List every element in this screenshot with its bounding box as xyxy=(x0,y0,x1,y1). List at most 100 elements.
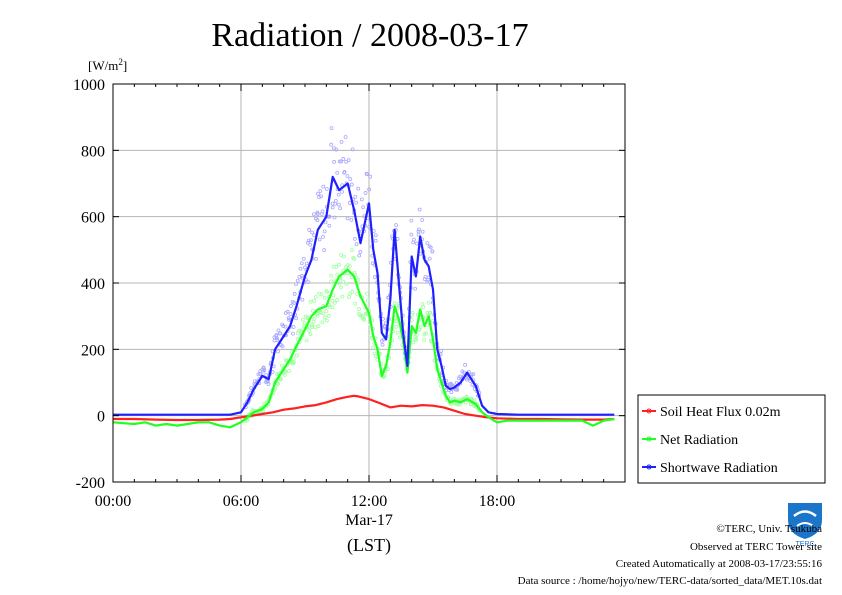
terc-logo-text: TERC xyxy=(795,541,814,548)
scatter-point xyxy=(288,312,293,316)
scatter-point xyxy=(266,382,271,386)
scatter-point xyxy=(469,372,474,377)
scatter-point xyxy=(287,368,291,373)
scatter-point xyxy=(321,311,325,316)
scatter-point xyxy=(310,323,314,328)
scatter-point xyxy=(358,250,363,254)
scatter-point xyxy=(337,281,342,286)
scatter-point xyxy=(345,174,350,178)
scatter-point xyxy=(258,371,263,376)
scatter-point xyxy=(414,241,419,246)
scatter-point xyxy=(347,264,352,269)
scatter-point xyxy=(274,334,279,339)
scatter-point xyxy=(329,126,334,131)
scatter-point xyxy=(349,182,354,187)
scatter-point xyxy=(368,333,373,338)
scatter-point xyxy=(277,331,282,336)
scatter-point xyxy=(292,360,296,365)
scatter-point xyxy=(427,311,432,316)
scatter-point xyxy=(301,256,306,261)
scatter-point xyxy=(329,142,334,147)
scatter-point xyxy=(330,298,335,303)
scatter-point xyxy=(361,205,366,210)
y-tick-label: 1000 xyxy=(73,77,105,94)
scatter-point xyxy=(306,280,311,285)
scatter-point xyxy=(362,317,367,322)
scatter-point xyxy=(321,184,326,189)
scatter-point xyxy=(291,325,296,329)
scatter-point xyxy=(313,295,318,299)
scatter-point xyxy=(357,307,361,311)
legend-box xyxy=(637,394,826,484)
x-axis: 00:00 06:00 12:00 18:00 xyxy=(95,84,626,510)
scatter-point xyxy=(330,201,335,206)
scatter-point xyxy=(365,298,370,303)
scatter-point xyxy=(334,198,338,203)
scatter-point xyxy=(323,220,328,225)
scatter-point xyxy=(356,186,361,191)
scatter-point xyxy=(308,242,313,247)
scatter-point xyxy=(347,295,351,299)
scatter-point xyxy=(330,305,335,310)
y-tick-label: 0 xyxy=(97,409,105,426)
scatter-point xyxy=(353,301,358,306)
x-axis-label: (LST) xyxy=(347,535,391,556)
scatter-point xyxy=(449,390,454,394)
scatter-point xyxy=(350,147,355,152)
scatter-point xyxy=(327,223,332,228)
scatter-point xyxy=(286,316,291,320)
scatter-point xyxy=(409,318,414,322)
scatter-point xyxy=(317,195,321,200)
scatter-point xyxy=(454,380,459,385)
scatter-point xyxy=(295,278,300,283)
scatter-point xyxy=(421,305,426,310)
y-axis-unit: [W/m2] xyxy=(88,57,127,73)
legend-label: Soil Heat Flux 0.02m xyxy=(660,405,781,420)
scatter-point xyxy=(339,253,344,257)
scatter-point xyxy=(306,238,311,243)
scatter-point xyxy=(336,192,341,197)
scatter-point xyxy=(345,216,350,221)
scatter-point xyxy=(447,382,452,387)
scatter-point xyxy=(332,300,337,305)
scatter-point xyxy=(304,261,309,266)
scatter-point xyxy=(314,256,319,261)
scatter-point xyxy=(420,218,425,222)
legend-label: Shortwave Radiation xyxy=(660,461,778,476)
scatter-point xyxy=(326,313,331,318)
x-tick-label: 06:00 xyxy=(223,493,259,510)
scatter-point xyxy=(281,324,286,328)
scatter-point xyxy=(409,232,414,237)
scatter-point xyxy=(392,301,397,306)
credit-created: Created Automatically at 2008-03-17/23:5… xyxy=(616,558,823,570)
scatter-point xyxy=(472,398,477,403)
scatter-point xyxy=(287,317,291,322)
scatter-point xyxy=(349,275,354,280)
scatter-point xyxy=(395,330,400,335)
scatter-point xyxy=(298,266,303,271)
scatter-point xyxy=(307,328,312,333)
scatter-point xyxy=(344,282,349,287)
scatter-point xyxy=(363,191,368,195)
series-line xyxy=(112,268,615,429)
scatter-point xyxy=(337,262,342,267)
scatter-point xyxy=(354,200,359,205)
scatter-point xyxy=(341,157,346,161)
scatter-point xyxy=(275,372,279,376)
scatter-point xyxy=(274,336,279,341)
scatter-point xyxy=(342,254,346,259)
scatter-point xyxy=(336,202,341,207)
scatter-point xyxy=(338,206,343,211)
y-tick-label: 800 xyxy=(81,143,105,160)
scatter-point xyxy=(280,344,285,349)
scatter-point xyxy=(426,300,431,305)
series-line xyxy=(113,175,615,416)
scatter-point xyxy=(364,171,369,176)
scatter-point xyxy=(322,229,327,234)
scatter-point xyxy=(423,274,428,279)
scatter-point xyxy=(422,338,426,342)
scatter-point xyxy=(307,228,312,232)
scatter-point xyxy=(418,325,423,329)
scatter-point xyxy=(394,324,399,329)
